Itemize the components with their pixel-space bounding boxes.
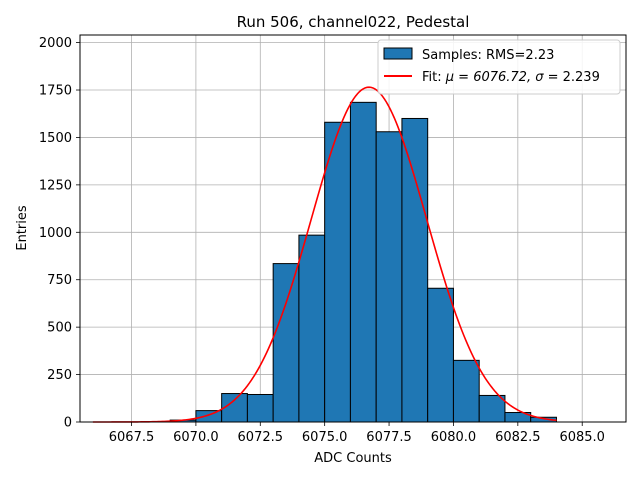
x-tick-label: 6067.5 [109,430,155,445]
y-tick-label: 1000 [39,226,72,241]
x-tick-label: 6080.0 [431,430,477,445]
y-tick-label: 2000 [39,36,72,51]
histogram-bar [375,131,403,423]
x-tick-label: 6082.5 [495,430,541,445]
legend-histogram-swatch [383,47,413,60]
legend-fit-suffix: = 2.239 [543,70,599,85]
legend-fit-mu: μ = 6076.72, [445,70,535,85]
y-axis-ticks: 0 250 500 750 1000 1250 1500 1750 2000 [39,36,80,431]
y-axis-label: Entries [15,205,30,251]
histogram-bar [195,410,223,423]
legend-fit-sigma-symbol: σ [535,70,544,85]
histogram-bar [324,121,351,423]
histogram-bar [478,394,506,423]
fit-curve-line [92,86,557,423]
legend-histogram-label: Samples: RMS=2.23 [422,48,554,63]
x-tick-label: 6075.0 [302,430,348,445]
x-axis-label: ADC Counts [314,451,392,466]
y-tick-label: 0 [64,416,72,431]
histogram-bar [221,393,248,423]
y-tick-label: 1500 [39,131,72,146]
fit-curve-layer [92,86,557,423]
legend-fit-prefix: Fit: [422,70,446,85]
y-tick-label: 1250 [39,178,72,193]
histogram-bar [452,359,480,423]
legend-fit-label: Fit: μ = 6076.72, σ = 2.239 [422,70,600,85]
x-tick-label: 6077.5 [366,430,412,445]
x-tick-label: 6085.0 [559,430,605,445]
histogram-bar [401,117,429,423]
y-tick-label: 1750 [39,84,72,99]
y-tick-label: 750 [47,273,72,288]
legend: Samples: RMS=2.23 Fit: μ = 6076.72, σ = … [377,39,621,95]
histogram-bar [427,287,454,423]
histogram-bar [272,263,300,423]
histogram-bar [349,101,377,423]
x-tick-label: 6072.5 [238,430,284,445]
x-tick-label: 6070.0 [173,430,219,445]
plot-frame [79,34,627,423]
histogram-bar [246,393,274,423]
x-axis-ticks: 6067.5 6070.0 6072.5 6075.0 6077.5 6080.0 6082… [109,422,605,445]
y-tick-label: 500 [47,321,72,336]
histogram-bars [169,101,557,423]
y-tick-label: 250 [47,368,72,383]
chart-title: Run 506, channel022, Pedestal [237,13,470,31]
legend-box [377,39,621,95]
histogram-bar [298,234,326,423]
